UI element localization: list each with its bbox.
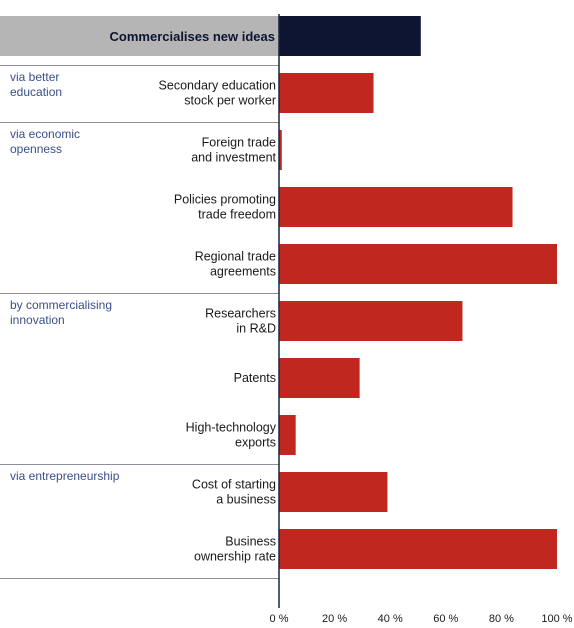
bar: [279, 301, 463, 341]
header-band: [0, 16, 279, 56]
bar: [279, 73, 374, 113]
bar: [279, 472, 388, 512]
bar: [279, 358, 360, 398]
group-label: by commercialising innovation: [10, 298, 112, 327]
bar: [279, 187, 513, 227]
bar: [279, 415, 296, 455]
group-label: via better education: [10, 70, 62, 99]
category-label: Regional trade agreements: [195, 250, 276, 279]
x-tick-label: 80 %: [489, 613, 514, 625]
x-tick-label: 100 %: [541, 613, 572, 625]
x-tick-label: 60 %: [433, 613, 458, 625]
category-label: Policies promoting trade freedom: [174, 193, 276, 222]
group-label: via economic openness: [10, 127, 80, 156]
group-label: via entrepreneurship: [10, 469, 120, 483]
bar: [279, 130, 282, 170]
category-label: Foreign trade and investment: [191, 136, 276, 165]
category-label: Cost of starting a business: [192, 478, 276, 507]
x-tick-label: 40 %: [378, 613, 403, 625]
category-label: Secondary education stock per worker: [159, 79, 276, 108]
category-label: Business ownership rate: [194, 535, 276, 564]
category-label: High-technology exports: [186, 421, 277, 450]
x-tick-label: 20 %: [322, 613, 347, 625]
header-label: Commercialises new ideas: [110, 29, 275, 44]
category-label: Patents: [234, 371, 276, 385]
x-tick-label: 0 %: [270, 613, 289, 625]
category-label: Researchers in R&D: [205, 307, 276, 336]
bar: [279, 529, 557, 569]
header-bar: [279, 16, 421, 56]
bar: [279, 244, 557, 284]
